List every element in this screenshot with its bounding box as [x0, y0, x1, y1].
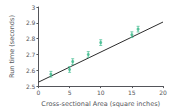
svg-text:15: 15: [128, 89, 136, 96]
svg-text:20: 20: [159, 89, 167, 96]
svg-text:10: 10: [97, 89, 105, 96]
svg-text:0: 0: [37, 89, 41, 96]
svg-text:2.5: 2.5: [26, 83, 36, 90]
svg-text:Run time (seconds): Run time (seconds): [8, 15, 16, 78]
svg-text:3: 3: [32, 4, 36, 11]
svg-text:2.9: 2.9: [26, 19, 36, 26]
svg-text:2.7: 2.7: [26, 51, 36, 58]
svg-text:2.6: 2.6: [26, 67, 36, 74]
svg-text:2.8: 2.8: [26, 35, 36, 42]
svg-text:Cross-sectional Area (square i: Cross-sectional Area (square inches): [41, 100, 160, 108]
svg-text:5: 5: [68, 89, 72, 96]
